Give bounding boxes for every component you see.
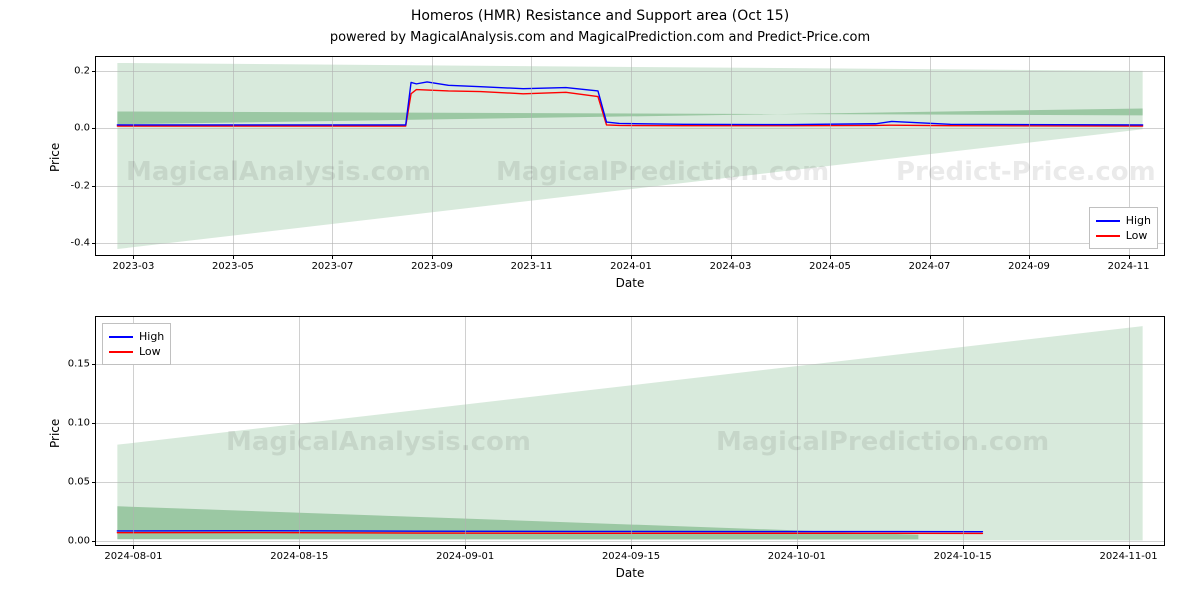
legend-label: Low [1126, 229, 1148, 242]
figure: Homeros (HMR) Resistance and Support are… [0, 0, 1200, 600]
y-axis-label: Price [48, 143, 62, 172]
x-tick-label: 2024-11-01 [1099, 545, 1157, 562]
x-tick-label: 2024-01 [610, 255, 652, 272]
legend-item-low: Low [109, 345, 164, 358]
legend-swatch-low [1096, 235, 1120, 237]
y-tick-label: 0.05 [68, 477, 96, 488]
bottom-chart-svg [96, 317, 1164, 545]
legend-swatch-high [109, 336, 133, 338]
x-tick-label: 2024-10-01 [768, 545, 826, 562]
x-tick-label: 2024-07 [909, 255, 951, 272]
legend-item-low: Low [1096, 229, 1151, 242]
x-tick-label: 2023-03 [113, 255, 155, 272]
legend-item-high: High [109, 330, 164, 343]
bottom-chart: 0.000.050.100.15 2024-08-012024-08-15202… [95, 316, 1165, 546]
chart-subtitle: powered by MagicalAnalysis.com and Magic… [0, 24, 1200, 45]
x-tick-label: 2023-11 [511, 255, 553, 272]
y-tick-label: 0.2 [74, 66, 96, 77]
top-chart-svg [96, 57, 1164, 255]
x-tick-label: 2024-10-15 [934, 545, 992, 562]
legend-item-high: High [1096, 214, 1151, 227]
legend-label: High [1126, 214, 1151, 227]
x-tick-label: 2024-09 [1008, 255, 1050, 272]
x-tick-label: 2024-11 [1108, 255, 1150, 272]
y-tick-label: 0.10 [68, 418, 96, 429]
legend-swatch-low [109, 351, 133, 353]
y-axis-label: Price [48, 419, 62, 448]
legend-swatch-high [1096, 220, 1120, 222]
x-tick-label: 2024-09-15 [602, 545, 660, 562]
y-tick-label: -0.4 [70, 237, 96, 248]
x-tick-label: 2023-05 [212, 255, 254, 272]
y-tick-label: -0.2 [70, 180, 96, 191]
x-tick-label: 2023-09 [411, 255, 453, 272]
legend: High Low [1089, 207, 1158, 249]
top-chart: -0.4-0.20.00.2 2023-032023-052023-072023… [95, 56, 1165, 256]
legend: High Low [102, 323, 171, 365]
chart-title: Homeros (HMR) Resistance and Support are… [0, 0, 1200, 24]
x-tick-label: 2024-08-15 [270, 545, 328, 562]
legend-label: Low [139, 345, 161, 358]
y-tick-label: 0.0 [74, 123, 96, 134]
legend-label: High [139, 330, 164, 343]
y-tick-label: 0.00 [68, 536, 96, 547]
y-tick-label: 0.15 [68, 359, 96, 370]
x-tick-label: 2024-05 [809, 255, 851, 272]
x-axis-label: Date [616, 276, 645, 290]
x-tick-label: 2023-07 [312, 255, 354, 272]
x-axis-label: Date [616, 566, 645, 580]
x-tick-label: 2024-09-01 [436, 545, 494, 562]
x-tick-label: 2024-08-01 [104, 545, 162, 562]
x-tick-label: 2024-03 [710, 255, 752, 272]
